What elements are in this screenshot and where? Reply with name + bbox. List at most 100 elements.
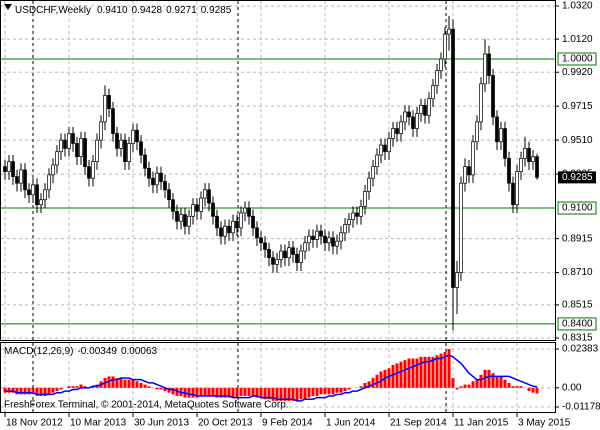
candle-body (155, 172, 159, 186)
macd-bar (239, 387, 243, 396)
macd-bar (363, 382, 367, 388)
candle-body (103, 95, 107, 123)
level-label-box (557, 317, 597, 331)
x-tick-label: 3 May 2015 (518, 418, 571, 429)
macd-bar (283, 387, 287, 401)
candle-body (319, 230, 323, 237)
macd-bar (27, 387, 31, 395)
candle-body (367, 177, 371, 192)
macd-bar (455, 387, 459, 390)
macd-bar (367, 381, 371, 388)
candle-body (235, 220, 239, 229)
candle-body (63, 139, 67, 149)
candle-body (423, 105, 427, 116)
candle-body (59, 139, 63, 153)
macd-bar (199, 387, 203, 396)
macd-bar (503, 379, 507, 388)
candle-body (511, 182, 515, 206)
candle-body (195, 204, 199, 212)
macd-bar (475, 379, 479, 388)
macd-bar (255, 387, 259, 398)
x-tick-label: 10 Mar 2013 (70, 418, 127, 429)
level-label: 1.0000 (562, 54, 593, 65)
candle-body (107, 95, 111, 110)
macd-bar (419, 356, 423, 388)
macd-bar (291, 387, 295, 401)
macd-bar (219, 387, 223, 398)
candle-body (175, 210, 179, 222)
candle-body (139, 141, 143, 156)
candle-body (519, 157, 523, 172)
candle-body (499, 128, 503, 143)
macd-bar (359, 386, 363, 388)
candle-body (403, 111, 407, 123)
macd-bar (299, 387, 303, 400)
current-price-box (558, 171, 596, 184)
candle-body (311, 235, 315, 240)
candle-body (187, 215, 191, 227)
macd-bar (35, 387, 39, 396)
candle-body (219, 227, 223, 237)
macd-bar (371, 378, 375, 388)
macd-bar (3, 387, 7, 393)
candle-body (435, 70, 439, 86)
macd-bar (471, 381, 475, 388)
macd-title: MACD(12,26,9) (4, 346, 73, 357)
candle-body (303, 242, 307, 252)
chart-header: USDCHF,Weekly 0.9410 0.9428 0.9271 0.9285 (15, 5, 232, 16)
macd-bar (131, 379, 135, 388)
candle-body (247, 207, 251, 217)
candle-body (243, 207, 247, 214)
candle-body (7, 161, 11, 172)
macd-bar (507, 382, 511, 388)
macd-bar (247, 387, 251, 396)
macd-bar (119, 378, 123, 388)
labels: 1.03201.01200.99200.97150.95100.93050.89… (4, 1, 600, 429)
candle-body (491, 75, 495, 118)
macd-bar (19, 387, 23, 395)
macd-bar (75, 386, 79, 388)
macd-bar (259, 387, 263, 398)
macd-bar (159, 387, 163, 390)
candle-body (315, 230, 319, 240)
candle-body (343, 224, 347, 234)
candle-body (115, 133, 119, 149)
macd-bar (423, 356, 427, 388)
candle-body (171, 199, 175, 212)
candle-body (183, 214, 187, 227)
chart-title: USDCHF,Weekly (15, 5, 91, 16)
y-tick-label: 1.0120 (562, 34, 593, 45)
macd-bar (39, 387, 43, 396)
candle-body (475, 121, 479, 143)
macd-bar (379, 371, 383, 388)
x-tick-label: 1 Jun 2014 (326, 418, 376, 429)
candle-body (375, 154, 379, 167)
macd-bar (275, 387, 279, 401)
candle-body (503, 128, 507, 159)
candle-body (307, 235, 311, 244)
macd-bar (427, 356, 431, 388)
macd-bar (387, 368, 391, 388)
open-value: 0.9410 (97, 5, 128, 16)
macd-bar (527, 387, 531, 392)
macd-bar (195, 387, 199, 398)
candle-body (11, 161, 15, 177)
candle-body (163, 181, 167, 191)
macd-bar (327, 387, 331, 395)
macd-bar (211, 387, 215, 396)
macd-bar (191, 387, 195, 398)
candle-body (411, 116, 415, 129)
macd-bar (223, 387, 227, 398)
footer: FreshForex Terminal, © 2001-2014, MetaQu… (4, 400, 289, 411)
symbol-icon (4, 4, 12, 10)
macd-bar (111, 376, 115, 388)
candle-body (95, 139, 99, 163)
macd-bar (203, 387, 207, 396)
macd-bar (171, 387, 175, 395)
macd-bar (399, 361, 403, 388)
candle-body (275, 258, 279, 265)
candle-body (395, 128, 399, 134)
candle-body (15, 176, 19, 184)
